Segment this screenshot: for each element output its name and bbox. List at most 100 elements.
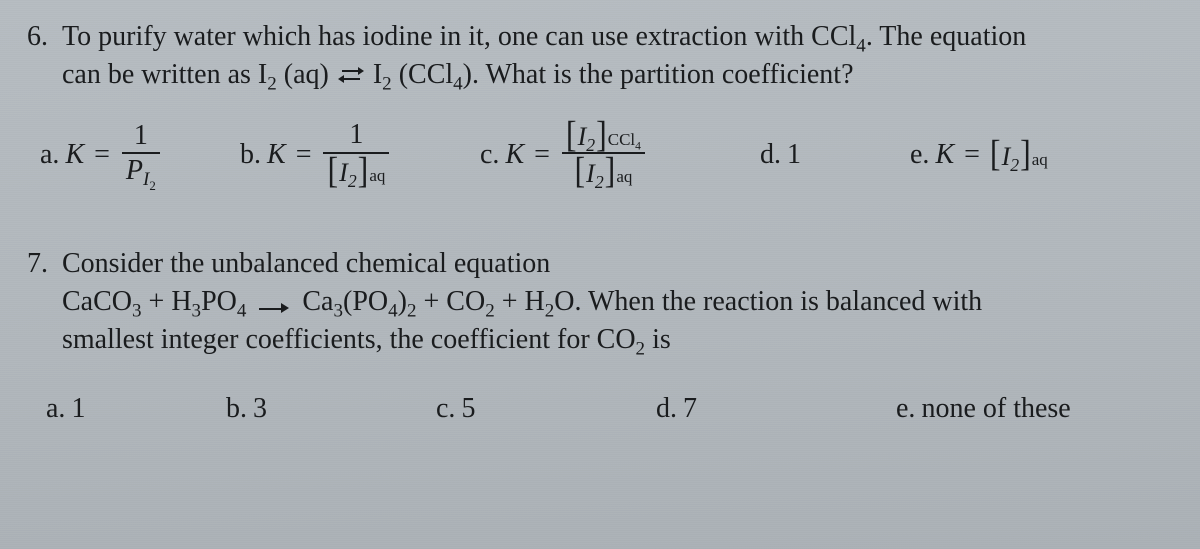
q6-line1-sub: 4 (856, 36, 866, 57)
q6-e-sub: 2 (1010, 155, 1019, 175)
q7-options: a. 1 b. 3 c. 5 d. 7 e. none of these (18, 393, 1200, 425)
q6-e-label: e. (910, 139, 929, 171)
q6-b-K: K (267, 139, 286, 171)
q6-e-brkt: [ I2 ] aq (990, 141, 1048, 170)
q7-eq-right-b-sub: 2 (485, 301, 495, 322)
q7-eq-right-a: Ca (302, 286, 333, 317)
q6-line2-a: can be written as I (62, 59, 267, 90)
q6-b-den-phase: aq (368, 167, 385, 186)
q7-eq-left-b: H (171, 286, 191, 317)
q6-c-label: c. (480, 139, 499, 171)
q7-plus1: + (142, 286, 172, 317)
q6-option-c: c. K = [ I2 ] CCl4 [ I2 ] (480, 122, 760, 190)
q7-eq-right-c: H (525, 286, 545, 317)
q7-eq-right-a-sub: 3 (333, 301, 343, 322)
q6-a-num: 1 (130, 121, 152, 150)
q6-b-den-I: I (339, 158, 348, 187)
question-7: 7. Consider the unbalanced chemical equa… (18, 245, 1182, 358)
q6-b-fraction: 1 [ I2 ] aq (323, 120, 389, 186)
q6-c-den-I: I (586, 159, 595, 188)
q7-c-label: c. (436, 393, 455, 425)
q6-a-K: K (65, 139, 84, 171)
q7-eq-left-a: CaCO (62, 286, 132, 317)
q7-option-c: c. 5 (436, 393, 656, 425)
q6-line2-sub1: 2 (267, 73, 277, 94)
q6-line2-sub3: 4 (453, 73, 463, 94)
q6-a-den-base: P (126, 155, 143, 186)
q6-c-fraction: [ I2 ] CCl4 [ I2 ] aq (562, 120, 645, 188)
q6-e-I: I (1002, 142, 1011, 171)
question-6: 6. To purify water which has iodine in i… (18, 18, 1182, 94)
q6-c-num-I: I (578, 122, 587, 151)
q6-text: To purify water which has iodine in it, … (62, 18, 1026, 94)
q7-text-c-b: is (645, 324, 671, 355)
q6-c-num-brkt: [ I2 ] CCl4 (566, 122, 641, 151)
q7-eq-left-b-sub: 3 (192, 301, 202, 322)
q6-d-label: d. (760, 139, 781, 171)
q6-e-eq: = (964, 139, 980, 171)
q7-number: 7. (18, 245, 48, 358)
q7-eq-right-c-sub: 2 (545, 301, 555, 322)
q7-b-value: 3 (253, 393, 267, 425)
q6-b-label: b. (240, 139, 261, 171)
q6-c-num: [ I2 ] CCl4 (562, 120, 645, 151)
q6-b-brkt: [ I2 ] aq (327, 158, 385, 187)
q6-line2-b: (aq) (277, 59, 336, 90)
q6-c-den-brkt: [ I2 ] aq (574, 158, 632, 187)
q7-e-label: e. (896, 393, 915, 425)
q7-text-c-a: smallest integer coefficients, the coeff… (62, 324, 636, 355)
q6-a-fraction: 1 PI2 (122, 121, 160, 187)
q6-number: 6. (18, 18, 48, 94)
q6-a-eq: = (94, 139, 110, 171)
q7-text-a: Consider the unbalanced chemical equatio… (62, 248, 550, 279)
q6-option-e: e. K = [ I2 ] aq (910, 139, 1150, 171)
q6-option-b: b. K = 1 [ I2 ] aq (240, 122, 480, 188)
q6-c-den-sub: 2 (595, 172, 604, 192)
q7-d-value: 7 (683, 393, 697, 425)
q7-text: Consider the unbalanced chemical equatio… (62, 245, 982, 358)
q7-option-e: e. none of these (896, 393, 1156, 425)
q6-option-a: a. K = 1 PI2 (40, 123, 240, 189)
q7-eq-right-a2-sub: 4 (388, 301, 398, 322)
q6-line2-sub2: 2 (382, 73, 392, 94)
q7-eq-left-a-sub: 3 (132, 301, 142, 322)
q6-option-d: d. 1 (760, 139, 910, 171)
page: 6. To purify water which has iodine in i… (0, 0, 1200, 549)
equilibrium-arrow-icon (340, 65, 362, 85)
q6-line1-b: . The equation (866, 21, 1026, 52)
q6-c-den: [ I2 ] aq (570, 156, 636, 187)
q7-option-d: d. 7 (656, 393, 896, 425)
q6-line2-c: I (366, 59, 382, 90)
q7-a-label: a. (46, 393, 65, 425)
q6-b-den-sub: 2 (348, 172, 357, 192)
q6-a-label: a. (40, 139, 59, 171)
q6-b-num: 1 (345, 120, 367, 149)
q7-option-b: b. 3 (226, 393, 436, 425)
q7-option-a: a. 1 (46, 393, 226, 425)
q6-c-den-phase: aq (615, 168, 632, 187)
q6-e-K: K (935, 139, 954, 171)
q6-b-den: [ I2 ] aq (323, 156, 389, 187)
q7-eq-right-a2: (PO (343, 286, 388, 317)
q7-d-label: d. (656, 393, 677, 425)
q6-c-eq: = (534, 139, 550, 171)
q7-a-value: 1 (71, 393, 85, 425)
q7-b-label: b. (226, 393, 247, 425)
q6-line1-a: To purify water which has iodine in it, … (62, 21, 856, 52)
q7-e-value: none of these (921, 393, 1070, 425)
q7-eq-right-c2: O (554, 286, 574, 317)
q6-b-eq: = (296, 139, 312, 171)
q6-a-den-subsub: 2 (149, 178, 155, 193)
q7-text-b: . When the reaction is balanced with (574, 286, 982, 317)
q6-line2-d: (CCl (392, 59, 453, 90)
q7-plus2: + (416, 286, 446, 317)
q7-plus3: + (495, 286, 525, 317)
q6-c-num-phase-sub: 4 (635, 140, 641, 153)
q6-a-den: PI2 (122, 156, 160, 186)
q7-text-c-sub: 2 (636, 338, 646, 359)
q7-eq-left-b2: PO (201, 286, 237, 317)
q7-eq-left-b2-sub: 4 (237, 301, 247, 322)
q6-c-num-phase: CCl (608, 130, 635, 149)
q6-c-K: K (505, 139, 524, 171)
q6-line2-e: ). What is the partition coefficient? (463, 59, 854, 90)
